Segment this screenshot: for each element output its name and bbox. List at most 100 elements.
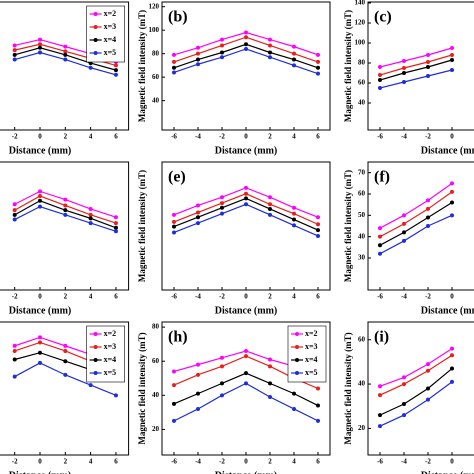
x-tick-label: 4 [89, 133, 93, 141]
point [12, 343, 17, 348]
point [426, 368, 430, 373]
x-tick-label: -6 [377, 293, 383, 301]
point [113, 68, 118, 73]
y-tick-label: 80 [358, 59, 366, 67]
point [244, 371, 248, 376]
y-tick-label: 120 [149, 2, 160, 10]
point [220, 364, 224, 369]
series-line [379, 214, 453, 255]
point [268, 206, 272, 211]
legend-marker [93, 51, 98, 55]
point [172, 212, 176, 217]
point [244, 381, 248, 386]
point [316, 71, 320, 76]
y-axis-label: Magnetic field intensity (mT) [137, 170, 147, 282]
point [268, 364, 272, 369]
point [172, 369, 176, 374]
point [88, 212, 93, 217]
legend-label: x=5 [104, 368, 117, 377]
legend-marker [93, 332, 98, 336]
series-line [379, 182, 453, 229]
x-axis-label: Distance (mm) [215, 145, 277, 156]
point [220, 381, 224, 386]
x-tick-label: -6 [377, 133, 383, 141]
point [292, 63, 296, 68]
point [450, 189, 454, 194]
point [12, 202, 17, 207]
point [450, 200, 454, 205]
x-tick-label: -2 [425, 458, 431, 466]
point [220, 355, 224, 360]
point [402, 413, 406, 418]
x-tick-label: -6 [171, 133, 177, 141]
y-tick-label: 70 [358, 168, 366, 176]
point [196, 57, 200, 62]
x-tick-label: -2 [12, 293, 18, 301]
point [172, 65, 176, 70]
point [316, 386, 320, 391]
point [402, 382, 406, 387]
y-axis-label: Magnetic field intensity (mT) [343, 332, 353, 444]
point [426, 65, 430, 69]
y-tick-label: 30 [358, 254, 366, 262]
point [378, 78, 382, 82]
point [292, 44, 296, 49]
x-tick-label: 6 [114, 133, 118, 141]
x-tick-label: -4 [401, 133, 407, 141]
point [450, 181, 454, 186]
x-tick-label: 2 [64, 293, 68, 301]
point [402, 213, 406, 218]
point [172, 383, 176, 388]
y-axis-label: Magnetic field intensity (mT) [343, 170, 353, 282]
point [172, 59, 176, 64]
point [113, 225, 118, 230]
point [38, 340, 42, 345]
point [63, 57, 68, 62]
point [113, 229, 118, 234]
point [316, 403, 320, 408]
legend-label: x=3 [104, 342, 117, 351]
point [220, 393, 224, 398]
x-tick-label: -6 [377, 458, 383, 466]
point [113, 63, 118, 68]
point [38, 42, 42, 47]
point [426, 397, 430, 402]
point [378, 65, 382, 69]
y-axis-label: Magnetic field intensity (mT) [137, 10, 147, 122]
point [88, 216, 93, 221]
point [63, 49, 68, 54]
x-tick-label: 2 [268, 458, 272, 466]
point [12, 52, 17, 57]
x-tick-label: 0 [38, 293, 42, 301]
point [12, 357, 17, 362]
point [402, 71, 406, 75]
y-tick-label: 20 [152, 425, 160, 433]
x-tick-label: 2 [64, 133, 68, 141]
point [450, 366, 454, 371]
point [113, 221, 118, 226]
x-tick-label: 6 [316, 458, 320, 466]
x-tick-label: -6 [171, 293, 177, 301]
point [12, 348, 17, 353]
point [268, 55, 272, 60]
point [88, 383, 93, 388]
point [63, 197, 68, 202]
point [268, 357, 272, 362]
point [426, 224, 430, 228]
point [220, 205, 224, 210]
y-tick-label: 60 [152, 73, 160, 81]
point [316, 215, 320, 220]
point [292, 57, 296, 62]
series-line [379, 368, 453, 416]
x-tick-label: -4 [401, 293, 407, 301]
y-tick-label: 120 [355, 19, 366, 27]
point [378, 243, 382, 248]
y-tick-label: 100 [355, 39, 366, 47]
point [292, 223, 296, 228]
point [38, 37, 42, 42]
point [402, 221, 406, 226]
legend-marker [93, 25, 98, 29]
y-tick-label: 60 [358, 190, 366, 198]
point [172, 230, 176, 235]
point [292, 51, 296, 56]
